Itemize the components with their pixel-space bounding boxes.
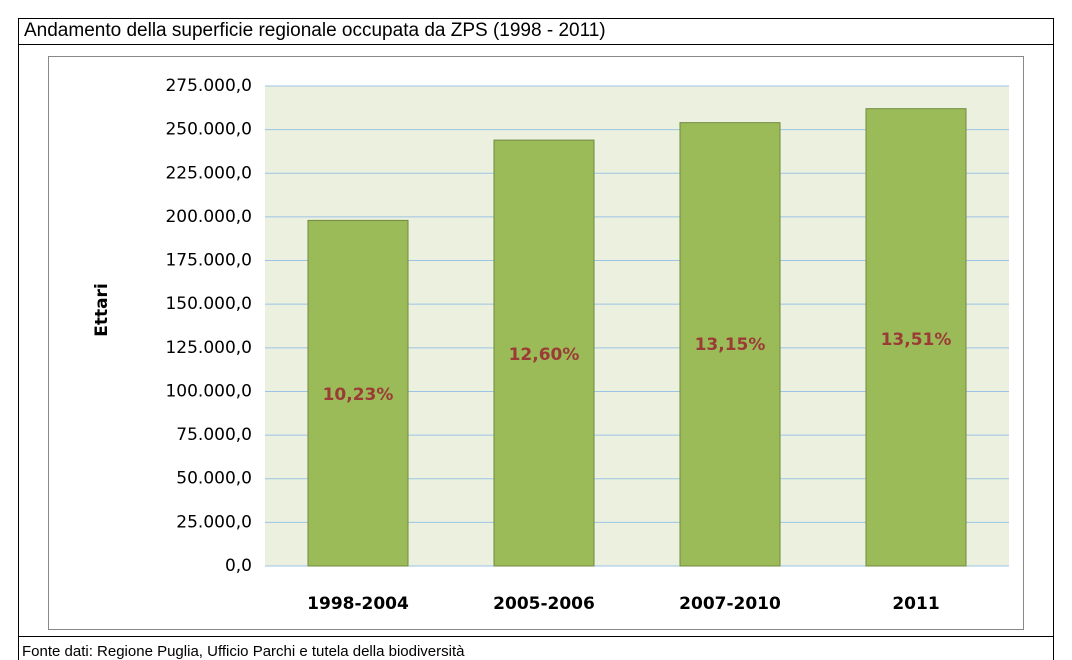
bar xyxy=(493,139,595,567)
y-axis-label: Ettari xyxy=(92,283,112,337)
x-tick-label: 1998-2004 xyxy=(307,594,409,614)
y-tick-label: 100.000,0 xyxy=(165,381,252,401)
y-tick-label: 200.000,0 xyxy=(165,207,252,227)
y-tick-label: 25.000,0 xyxy=(176,512,252,532)
x-tick-label: 2011 xyxy=(892,594,939,614)
y-tick-label: 50.000,0 xyxy=(176,469,252,489)
y-tick-label: 125.000,0 xyxy=(165,338,252,358)
y-tick-label: 250.000,0 xyxy=(165,120,252,140)
y-tick-label: 75.000,0 xyxy=(176,425,252,445)
bar-annotation: 13,15% xyxy=(695,335,766,355)
bar-annotation: 12,60% xyxy=(509,345,580,365)
y-tick-label: 225.000,0 xyxy=(165,163,252,183)
frame xyxy=(18,18,1054,660)
bar-annotation: 10,23% xyxy=(323,385,394,405)
x-tick-label: 2007-2010 xyxy=(679,594,781,614)
y-tick-label: 275.000,0 xyxy=(165,76,252,96)
chart-title: Andamento della superficie regionale occ… xyxy=(24,20,606,41)
bar xyxy=(307,219,409,567)
source-note: Fonte dati: Regione Puglia, Ufficio Parc… xyxy=(22,643,465,660)
bar-annotation: 13,51% xyxy=(881,330,952,350)
y-tick-label: 150.000,0 xyxy=(165,294,252,314)
x-tick-label: 2005-2006 xyxy=(493,594,595,614)
y-tick-label: 175.000,0 xyxy=(165,251,252,271)
bar xyxy=(679,122,781,567)
y-tick-label: 0,0 xyxy=(225,556,252,576)
bar xyxy=(865,108,967,567)
